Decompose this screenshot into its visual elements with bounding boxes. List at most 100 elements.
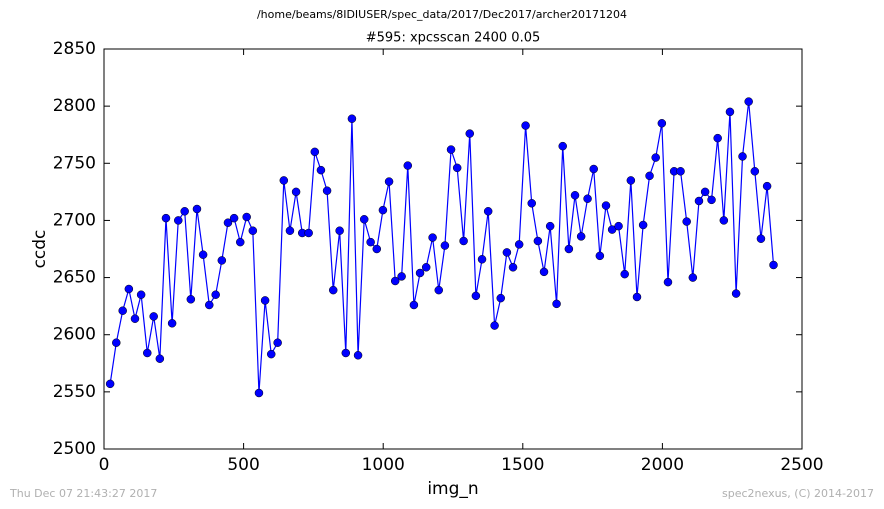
- x-tick-label: 2500: [780, 455, 823, 475]
- data-point: [620, 269, 629, 279]
- data-line: [109, 101, 775, 394]
- data-point: [378, 205, 388, 215]
- y-tick-label: 2750: [53, 153, 96, 173]
- y-tick-label: 2500: [53, 439, 96, 459]
- data-point: [291, 187, 301, 197]
- data-point: [304, 228, 313, 238]
- chart-subtitle: #595: xpcsscan 2400 0.05: [366, 31, 541, 46]
- data-point: [273, 338, 282, 347]
- data-point: [744, 97, 753, 106]
- data-point: [421, 263, 431, 272]
- data-point: [192, 204, 202, 214]
- data-point: [366, 237, 375, 247]
- x-tick-label: 500: [227, 455, 259, 475]
- data-point: [558, 141, 567, 151]
- data-point: [508, 263, 518, 272]
- data-point: [694, 196, 704, 206]
- data-point: [136, 290, 146, 299]
- data-point: [328, 285, 338, 295]
- data-point: [713, 133, 722, 143]
- data-point: [446, 145, 456, 154]
- data-point: [347, 114, 357, 123]
- data-point: [397, 272, 406, 281]
- data-point: [335, 226, 344, 235]
- data-point: [415, 268, 425, 278]
- data-point: [521, 121, 530, 130]
- data-point: [589, 164, 598, 174]
- data-point: [248, 226, 258, 235]
- data-point: [632, 292, 642, 302]
- data-point: [595, 251, 605, 261]
- data-point: [663, 277, 673, 287]
- data-point: [211, 290, 220, 299]
- data-point: [130, 314, 140, 323]
- data-point: [180, 207, 189, 216]
- data-point: [533, 236, 543, 246]
- data-point: [266, 349, 276, 359]
- data-point: [285, 226, 295, 235]
- data-point: [576, 232, 586, 241]
- data-point: [440, 241, 450, 250]
- data-point: [657, 119, 667, 128]
- data-point: [341, 348, 351, 358]
- data-point: [700, 187, 710, 197]
- data-point: [353, 351, 363, 360]
- chart-title: /home/beams/8IDIUSER/spec_data/2017/Dec2…: [257, 8, 627, 21]
- data-point: [645, 171, 654, 181]
- y-tick-label: 2650: [53, 268, 96, 288]
- data-point: [428, 233, 437, 242]
- data-point: [688, 273, 698, 282]
- x-tick-label: 0: [99, 455, 110, 475]
- data-point: [626, 176, 636, 185]
- data-point: [359, 215, 369, 224]
- data-point: [161, 213, 171, 223]
- data-point: [564, 244, 574, 254]
- data-point: [762, 181, 772, 191]
- plot-frame: [103, 48, 803, 450]
- data-point: [434, 285, 444, 295]
- data-point: [254, 388, 264, 398]
- data-point: [260, 296, 270, 305]
- data-point: [186, 295, 196, 304]
- data-point: [719, 216, 729, 225]
- data-point: [527, 199, 536, 208]
- data-point: [465, 129, 475, 138]
- data-point: [756, 234, 766, 243]
- y-tick-label: 2700: [53, 210, 96, 230]
- data-point: [471, 291, 481, 301]
- data-point: [167, 319, 177, 328]
- y-tick-label: 2850: [53, 39, 96, 59]
- data-point: [279, 176, 289, 185]
- data-point: [322, 186, 332, 195]
- footer-timestamp: Thu Dec 07 21:43:27 2017: [9, 487, 157, 500]
- data-point: [545, 221, 555, 231]
- data-point: [409, 300, 419, 310]
- data-point: [235, 237, 245, 247]
- data-point: [316, 165, 326, 175]
- data-point: [750, 167, 760, 176]
- data-point: [514, 240, 524, 249]
- footer-credit: spec2nexus, (C) 2014-2017: [722, 487, 874, 500]
- y-tick-label: 2550: [53, 382, 96, 402]
- data-point: [174, 216, 183, 225]
- data-point: [198, 250, 208, 259]
- data-point: [614, 221, 623, 231]
- data-point: [372, 244, 382, 254]
- data-point: [570, 191, 580, 200]
- data-point: [310, 147, 320, 157]
- data-point: [483, 207, 493, 216]
- data-point: [124, 284, 134, 294]
- data-point: [539, 267, 549, 277]
- data-point: [651, 153, 660, 162]
- data-point: [390, 276, 400, 286]
- data-point: [384, 177, 394, 186]
- data-point: [217, 256, 227, 265]
- data-point: [769, 260, 778, 270]
- y-tick-label: 2800: [53, 96, 96, 116]
- data-point: [112, 338, 121, 347]
- data-point: [731, 289, 741, 298]
- x-axis-label: img_n: [427, 479, 478, 499]
